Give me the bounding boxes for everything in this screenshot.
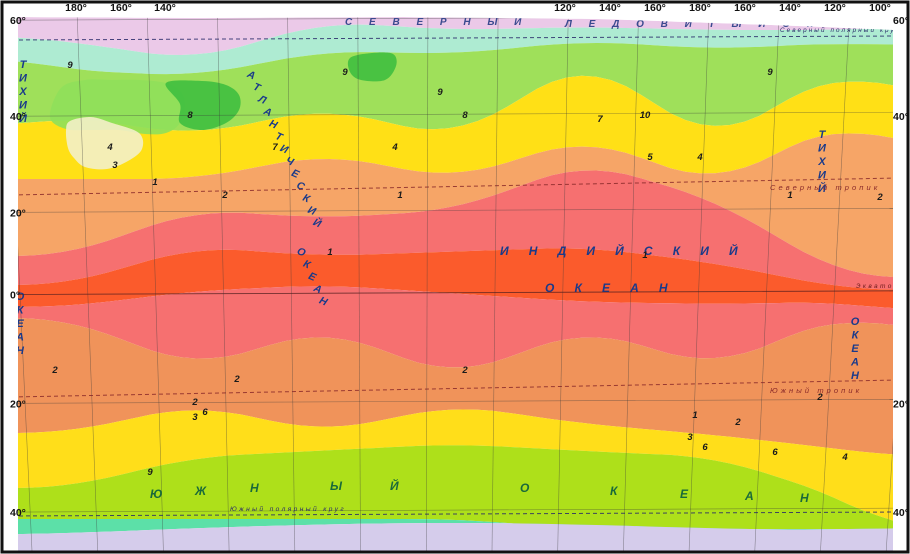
svg-text:160°: 160° [734,2,756,14]
svg-text:Е: Е [680,487,694,501]
svg-text:9: 9 [767,67,773,78]
svg-text:И: И [818,143,827,155]
svg-text:А: А [744,489,760,503]
svg-text:140°: 140° [779,2,801,14]
svg-text:1: 1 [397,190,402,201]
svg-text:160°: 160° [110,2,132,14]
svg-text:К: К [610,484,624,498]
svg-text:Х: Х [18,86,27,98]
svg-text:4: 4 [106,142,113,153]
svg-text:180°: 180° [65,2,87,14]
svg-text:6: 6 [702,442,708,453]
svg-text:140°: 140° [599,2,621,14]
svg-text:140°: 140° [154,2,176,14]
svg-text:А: А [850,357,859,369]
svg-text:4: 4 [391,142,398,153]
svg-text:8: 8 [462,110,468,121]
svg-text:2: 2 [461,365,468,376]
svg-text:10: 10 [640,110,651,121]
svg-text:2: 2 [233,374,240,385]
svg-text:Ж: Ж [194,484,213,498]
svg-text:180°: 180° [689,2,711,14]
svg-text:4: 4 [841,452,848,463]
svg-text:1: 1 [692,410,697,421]
svg-text:О: О [851,316,860,328]
svg-text:100°: 100° [869,2,891,14]
svg-text:1: 1 [327,247,332,258]
svg-text:Н: Н [800,491,815,505]
svg-text:1: 1 [642,250,647,261]
svg-text:9: 9 [437,87,443,98]
svg-text:2: 2 [191,397,198,408]
svg-text:3: 3 [192,412,198,423]
svg-text:7: 7 [272,142,278,153]
svg-text:1: 1 [787,190,792,201]
svg-text:О К Е А Н: О К Е А Н [545,281,676,295]
svg-text:20°: 20° [10,207,26,219]
svg-text:20°: 20° [10,398,26,410]
svg-text:160°: 160° [644,2,666,14]
svg-text:Е: Е [851,343,859,355]
svg-text:О: О [520,481,536,495]
svg-text:Ю: Ю [150,487,169,501]
svg-text:6: 6 [202,407,208,418]
svg-text:9: 9 [147,467,153,478]
svg-text:И: И [19,73,28,85]
svg-text:6: 6 [772,447,778,458]
svg-text:0°: 0° [10,290,20,302]
svg-text:40°: 40° [10,111,26,123]
svg-text:Южный тропик: Южный тропик [770,386,862,395]
svg-text:3: 3 [112,160,118,171]
svg-text:9: 9 [67,60,73,71]
svg-text:5: 5 [647,152,653,163]
svg-text:2: 2 [734,417,741,428]
svg-text:9: 9 [342,67,348,78]
svg-text:Й: Й [390,477,405,493]
svg-text:7: 7 [597,114,603,125]
svg-text:8: 8 [187,110,193,121]
svg-text:1: 1 [152,177,157,188]
svg-text:120°: 120° [824,2,846,14]
svg-text:40°: 40° [10,507,26,519]
svg-text:60°: 60° [10,15,26,27]
svg-text:Н: Н [851,370,860,382]
svg-text:2: 2 [876,192,883,203]
svg-text:И Н Д И Й С К И Й: И Н Д И Й С К И Й [500,242,746,258]
svg-text:Н: Н [250,481,265,495]
svg-text:Ы: Ы [330,479,348,493]
svg-text:Южный полярный круг: Южный полярный круг [230,505,346,513]
svg-text:3: 3 [687,432,693,443]
svg-text:120°: 120° [554,2,576,14]
svg-text:2: 2 [221,190,228,201]
svg-text:Х: Х [817,156,826,168]
svg-text:4: 4 [696,152,703,163]
svg-text:И: И [19,100,28,112]
svg-text:2: 2 [816,392,823,403]
svg-text:2: 2 [51,365,58,376]
